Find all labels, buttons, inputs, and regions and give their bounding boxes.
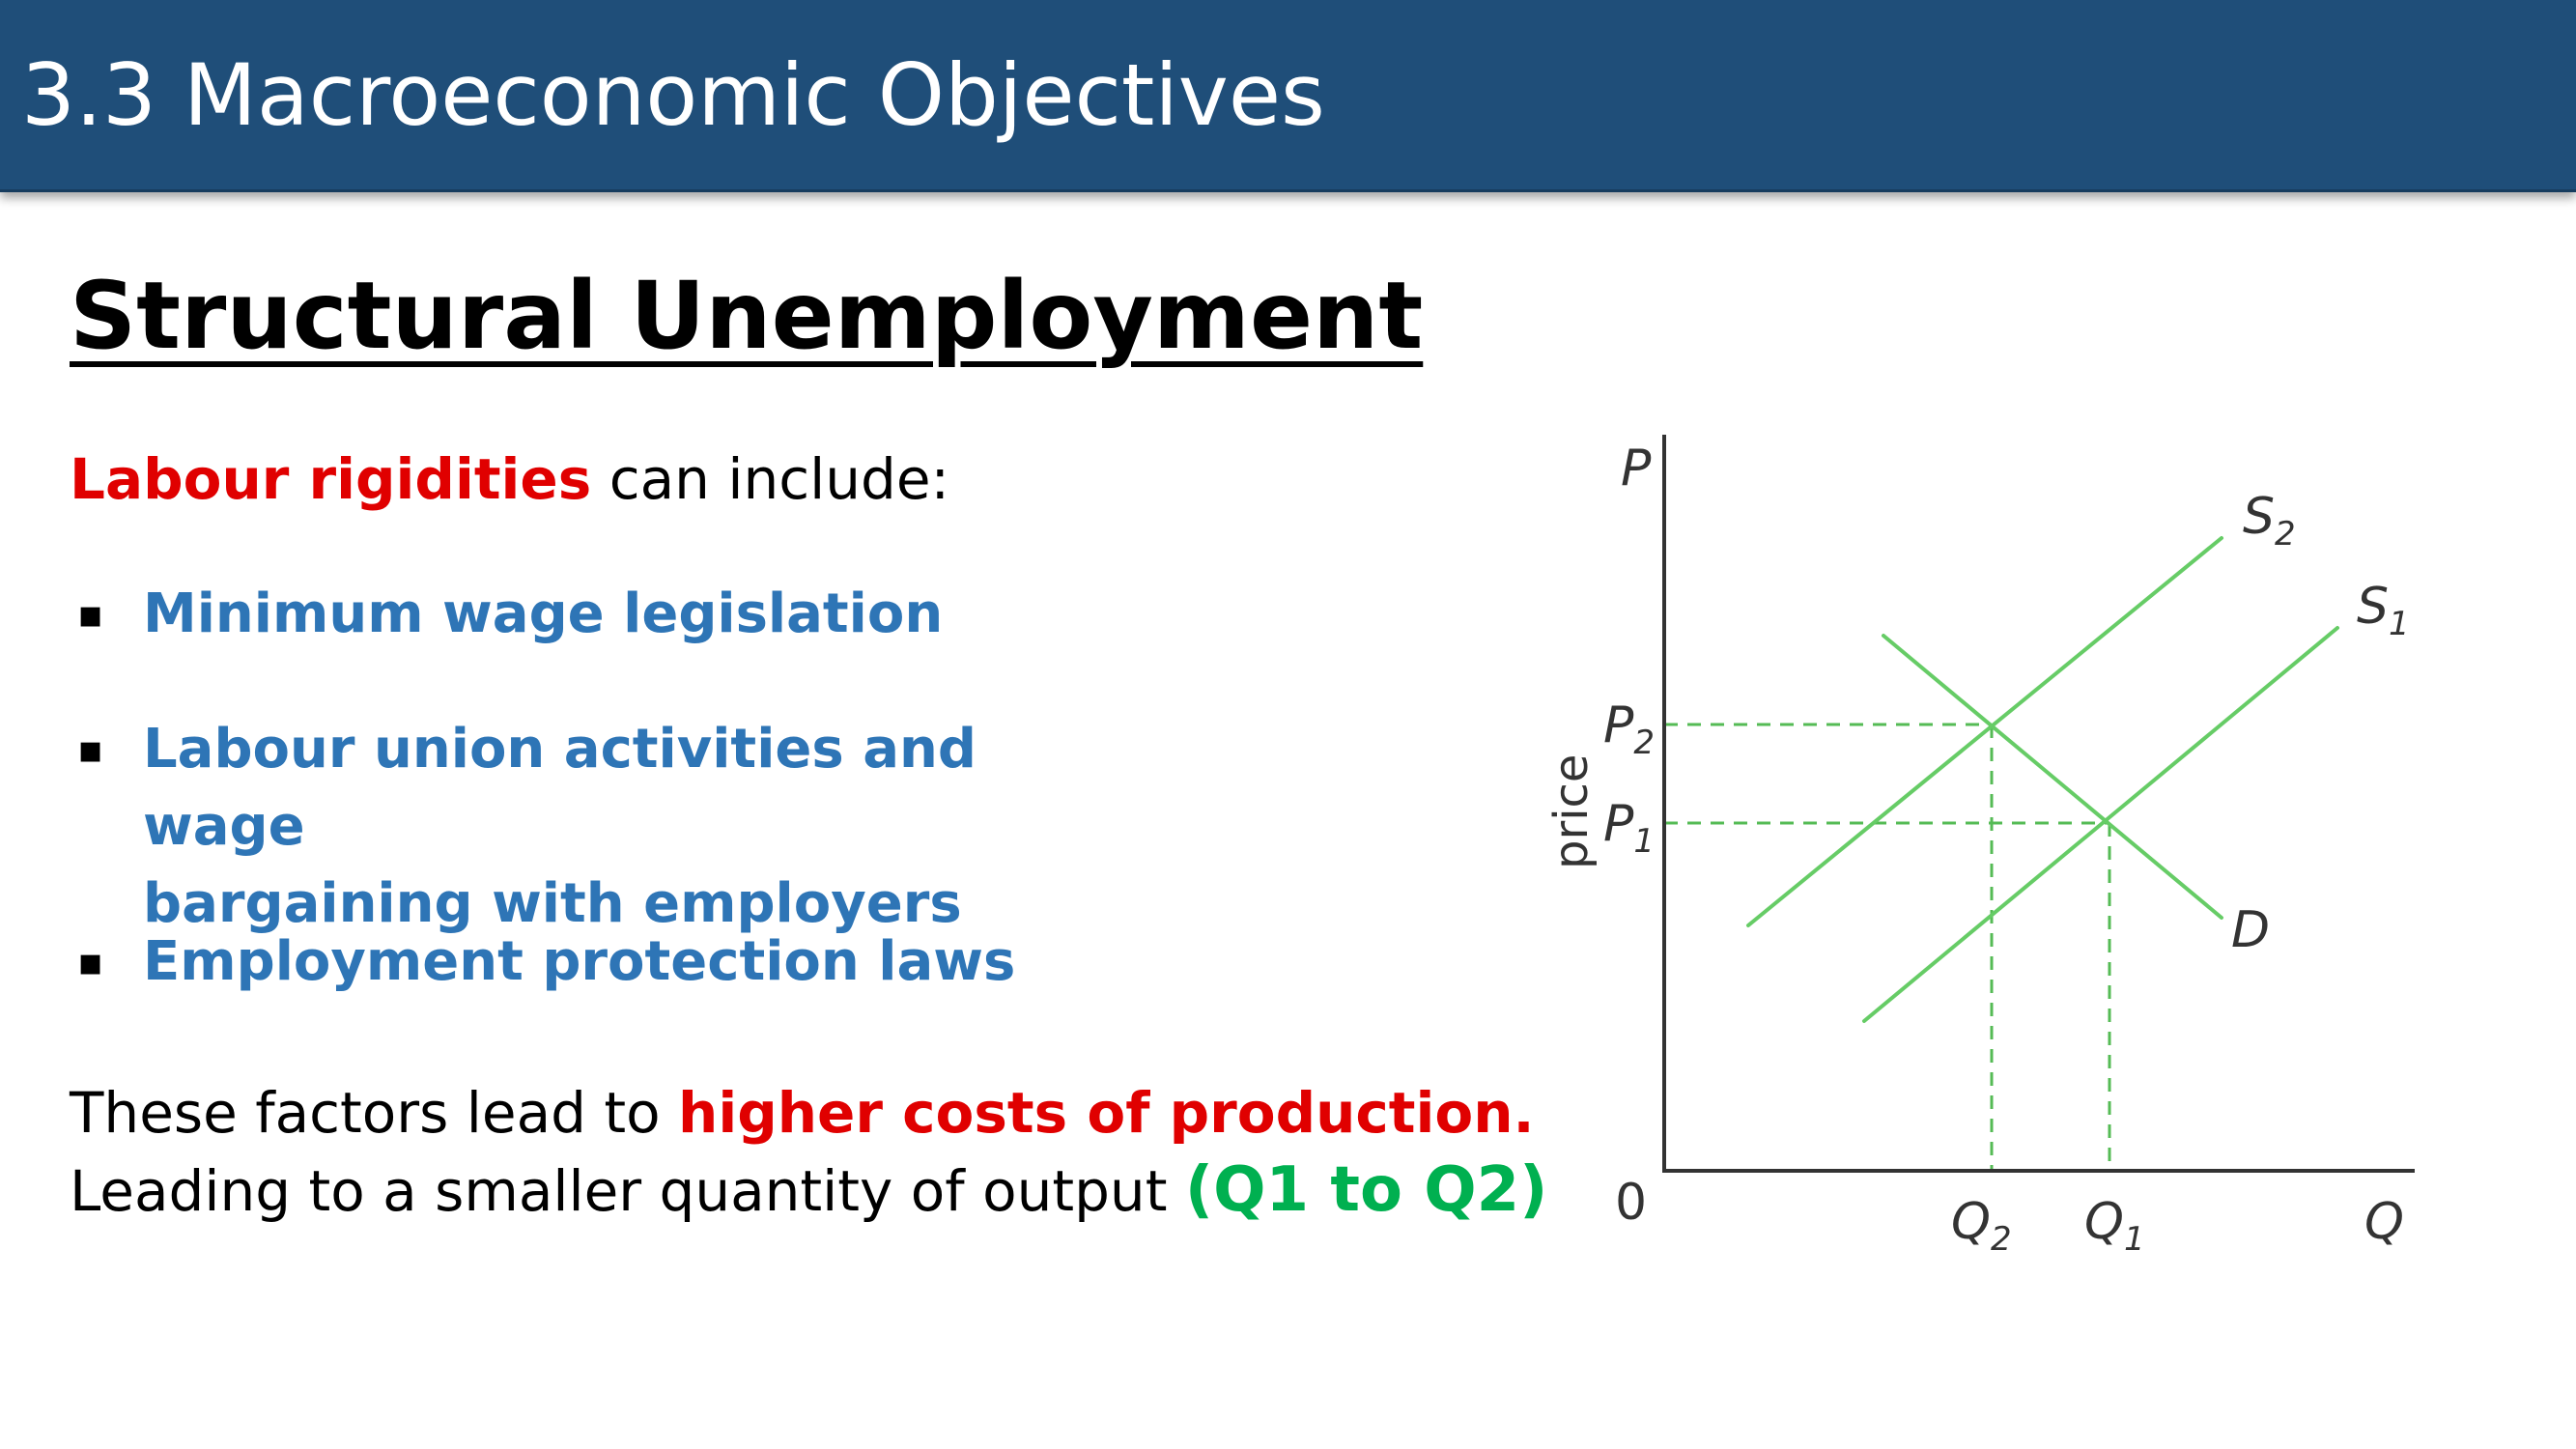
demand-curve-d — [1882, 634, 2223, 920]
conclusion-plain-2: Leading to a smaller quantity of output — [70, 1158, 1185, 1224]
curve-label-s2: S2 — [2243, 488, 2296, 554]
conclusion-highlight-2: (Q1 to Q2) — [1184, 1154, 1548, 1226]
point-label-p1: P1 — [1603, 795, 1655, 861]
intro-rest: can include: — [591, 446, 950, 512]
bullet-line: Minimum wage legislation — [143, 582, 944, 645]
y-axis-label: P — [1621, 440, 1652, 497]
bullet-line: Labour union activities and wage — [143, 718, 977, 858]
slide-title: 3.3 Macroeconomic Objectives — [21, 45, 1325, 145]
bullet-marker: ▪ — [77, 940, 104, 984]
point-label-q1: Q1 — [2084, 1193, 2145, 1259]
y-axis-title: price — [1544, 754, 1599, 869]
bullet-line: bargaining with employers — [143, 872, 962, 935]
conclusion-line-2: Leading to a smaller quantity of output … — [70, 1151, 1547, 1230]
curve-label-d: D — [2231, 901, 2270, 959]
point-label-p2: P2 — [1603, 696, 1655, 762]
bullet-text: Employment protection laws — [143, 923, 1109, 1001]
conclusion-text: These factors lead to higher costs of pr… — [70, 1074, 1547, 1230]
conclusion-line-1: These factors lead to higher costs of pr… — [70, 1074, 1547, 1151]
x-axis-label: Q — [2364, 1193, 2404, 1251]
origin-label: 0 — [1615, 1174, 1647, 1232]
bullet-marker: ▪ — [77, 592, 104, 637]
bullet-text: Labour union activities and wage bargain… — [143, 711, 1109, 943]
curve-label-s1: S1 — [2357, 578, 2410, 643]
intro-line: Labour rigidities can include: — [70, 442, 949, 516]
title-bar: 3.3 Macroeconomic Objectives — [0, 0, 2576, 192]
supply-demand-diagram: P Q 0 price S2 S1 D P2 P1 Q2 Q1 — [1544, 435, 2415, 1259]
supply-curve-s1 — [1862, 626, 2339, 1023]
bullet-text: Minimum wage legislation — [143, 576, 1109, 653]
slide-heading: Structural Unemployment — [70, 262, 1424, 370]
bullet-line: Employment protection laws — [143, 930, 1016, 993]
conclusion-highlight-1: higher costs of production. — [678, 1080, 1535, 1146]
supply-curve-s2 — [1746, 536, 2223, 927]
conclusion-plain-1: These factors lead to — [70, 1080, 679, 1146]
bullet-marker: ▪ — [77, 727, 104, 772]
intro-highlight: Labour rigidities — [70, 446, 592, 512]
point-label-q2: Q2 — [1951, 1193, 2012, 1259]
